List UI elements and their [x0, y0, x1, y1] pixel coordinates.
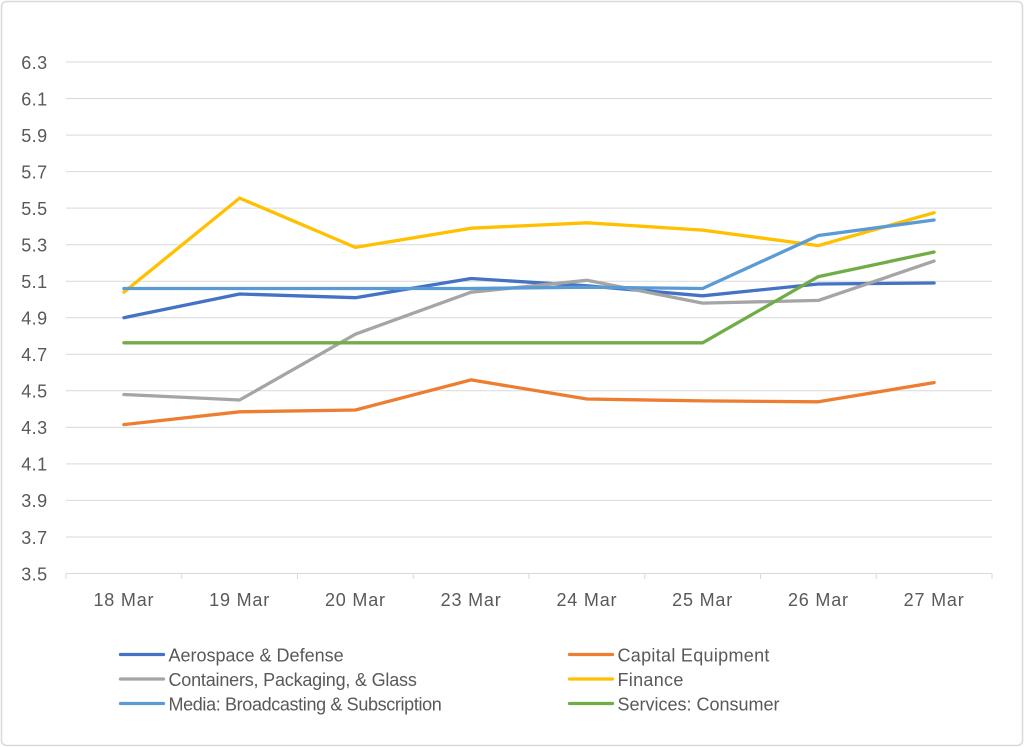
- svg-text:Media: Broadcasting & Subscrip: Media: Broadcasting & Subscription: [169, 695, 442, 715]
- svg-text:Services: Consumer: Services: Consumer: [618, 695, 780, 715]
- svg-text:3.7: 3.7: [21, 528, 47, 548]
- svg-text:26 Mar: 26 Mar: [788, 590, 849, 610]
- svg-text:5.3: 5.3: [21, 236, 47, 256]
- svg-text:18 Mar: 18 Mar: [93, 590, 154, 610]
- svg-text:4.5: 4.5: [21, 382, 47, 402]
- svg-text:5.7: 5.7: [21, 162, 47, 182]
- svg-text:19 Mar: 19 Mar: [209, 590, 270, 610]
- svg-text:5.5: 5.5: [21, 199, 47, 219]
- svg-text:6.1: 6.1: [21, 89, 47, 109]
- svg-text:Finance: Finance: [618, 670, 684, 690]
- svg-text:6.3: 6.3: [21, 53, 47, 73]
- svg-text:4.3: 4.3: [21, 418, 47, 438]
- svg-text:23 Mar: 23 Mar: [441, 590, 502, 610]
- svg-text:20 Mar: 20 Mar: [325, 590, 386, 610]
- svg-text:4.1: 4.1: [21, 455, 47, 475]
- svg-text:3.9: 3.9: [21, 491, 47, 511]
- svg-text:5.1: 5.1: [21, 272, 47, 292]
- svg-text:Containers, Packaging, & Glass: Containers, Packaging, & Glass: [169, 670, 417, 690]
- svg-text:3.5: 3.5: [21, 564, 47, 584]
- svg-text:24 Mar: 24 Mar: [556, 590, 617, 610]
- svg-text:4.9: 4.9: [21, 309, 47, 329]
- svg-text:Aerospace & Defense: Aerospace & Defense: [169, 646, 344, 666]
- svg-text:Capital Equipment: Capital Equipment: [618, 646, 770, 666]
- svg-text:4.7: 4.7: [21, 345, 47, 365]
- svg-text:27 Mar: 27 Mar: [904, 590, 965, 610]
- svg-text:25 Mar: 25 Mar: [672, 590, 733, 610]
- svg-text:5.9: 5.9: [21, 126, 47, 146]
